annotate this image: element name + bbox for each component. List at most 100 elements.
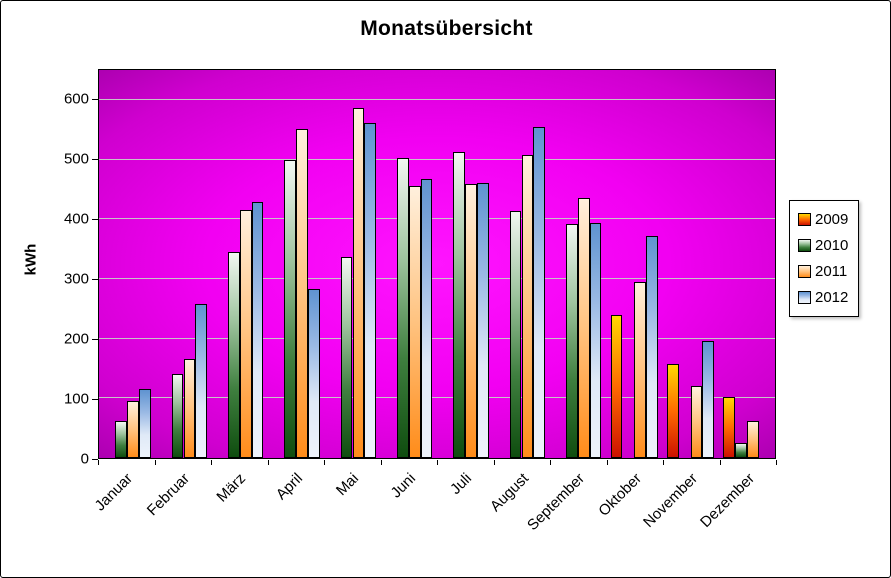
x-axis-label-Mai: Mai [333,470,363,500]
x-axis-label-August: August [486,470,532,516]
x-tick-mark [154,460,156,465]
x-axis-label-Juli: Juli [447,470,476,498]
legend-swatch-2011 [798,265,811,278]
y-axis-labels: 0 100 200 300 400 500 600 [37,69,89,468]
bar-2011-Januar [127,401,139,458]
legend-item-2009: 2009 [798,211,848,228]
x-axis-label-Januar: Januar [91,470,137,515]
y-tick-mark [92,99,98,100]
y-axis-ticks [92,69,98,461]
x-axis-label-April: April [272,470,306,504]
x-tick-mark [211,460,212,465]
y-tick-mark [92,159,98,160]
legend-label-2012: 2012 [815,289,849,306]
bar-2009-November [666,364,679,458]
y-tick-label-500: 500 [63,150,89,168]
y-tick-mark [92,219,98,220]
x-axis-label-Juni: Juni [387,470,419,502]
bar-2010-Juni [397,158,409,458]
legend: 2009 2010 2011 2012 [789,200,860,317]
legend-label-2009: 2009 [815,211,849,228]
chart-title: Monatsübersicht [360,17,533,40]
gridline-100 [99,397,775,399]
plot-area [98,69,776,459]
legend-item-2011: 2011 [798,263,848,280]
x-tick-mark [550,460,551,465]
y-tick-mark [92,459,98,460]
bar-2010-Dezember [735,443,747,458]
x-tick-mark [437,460,438,465]
bar-2011-Juni [408,186,421,458]
x-axis-label-März: März [213,470,250,506]
bar-2009-Oktober [610,314,623,458]
y-tick-mark [92,279,98,280]
bar-2011-März [239,210,252,458]
bar-2010-März [228,252,240,458]
gridline-200 [99,337,775,339]
x-tick-mark [719,460,721,465]
bar-2010-Februar [171,374,184,458]
gridline-500 [99,158,775,160]
bar-2011-August [521,155,534,458]
y-tick-label-100: 100 [63,390,89,408]
x-axis-label-November: November [640,470,702,531]
bar-2012-Juni [420,179,433,458]
bar-2010-April [284,159,297,458]
bar-2010-Mai [340,256,353,458]
bar-2010-August [509,210,522,458]
bar-2012-April [307,289,320,458]
x-tick-mark [606,460,608,465]
y-tick-label-0: 0 [80,450,89,468]
x-axis-label-Dezember: Dezember [696,470,758,531]
x-tick-mark [493,460,495,465]
legend-swatch-2012 [798,291,811,304]
x-tick-mark [98,460,99,465]
bar-2012-September [589,222,602,458]
x-tick-mark [324,460,325,465]
bar-2012-Mai [364,123,377,458]
bar-2010-Juli [453,151,466,458]
legend-item-2012: 2012 [798,289,848,306]
legend-item-2010: 2010 [798,237,848,254]
x-axis-label-September: September [524,470,589,534]
y-tick-label-600: 600 [63,90,89,108]
legend-swatch-2010 [798,239,811,252]
y-tick-label-400: 400 [63,210,89,228]
gridline-400 [99,218,775,220]
x-tick-mark [267,460,269,465]
x-tick-mark [663,460,664,465]
y-tick-label-200: 200 [63,330,89,348]
bar-2012-Februar [195,304,208,458]
bar-2011-November [690,385,703,458]
legend-label-2011: 2011 [815,263,848,280]
bar-2011-Mai [352,108,365,458]
bar-2012-März [251,201,264,458]
gridline-300 [99,277,775,279]
x-axis-label-Oktober: Oktober [595,470,645,520]
x-axis-label-Februar: Februar [143,470,193,520]
bar-2009-Dezember [723,397,735,458]
bar-2012-August [533,127,546,458]
bar-2012-Oktober [645,235,658,458]
bar-2012-November [702,341,715,458]
bar-2010-Januar [115,421,128,458]
x-axis: Januar Februar März April Mai Juni Juli August S… [92,460,778,576]
bar-2011-Oktober [634,281,646,458]
y-tick-mark [92,339,98,340]
bar-2012-Juli [476,182,489,458]
bar-2011-Juli [465,184,477,458]
x-tick-mark [380,460,382,465]
x-tick-mark [776,460,777,465]
bar-2011-April [296,129,308,458]
bar-2011-Februar [183,358,196,458]
legend-label-2010: 2010 [815,237,849,254]
y-tick-label-300: 300 [63,270,89,288]
bar-2010-September [566,224,578,458]
bar-2011-September [577,197,590,458]
gridline-600 [99,98,775,100]
y-tick-mark [92,399,98,400]
legend-swatch-2009 [798,213,811,226]
bar-2011-Dezember [746,421,759,458]
bar-2012-Januar [138,388,151,458]
